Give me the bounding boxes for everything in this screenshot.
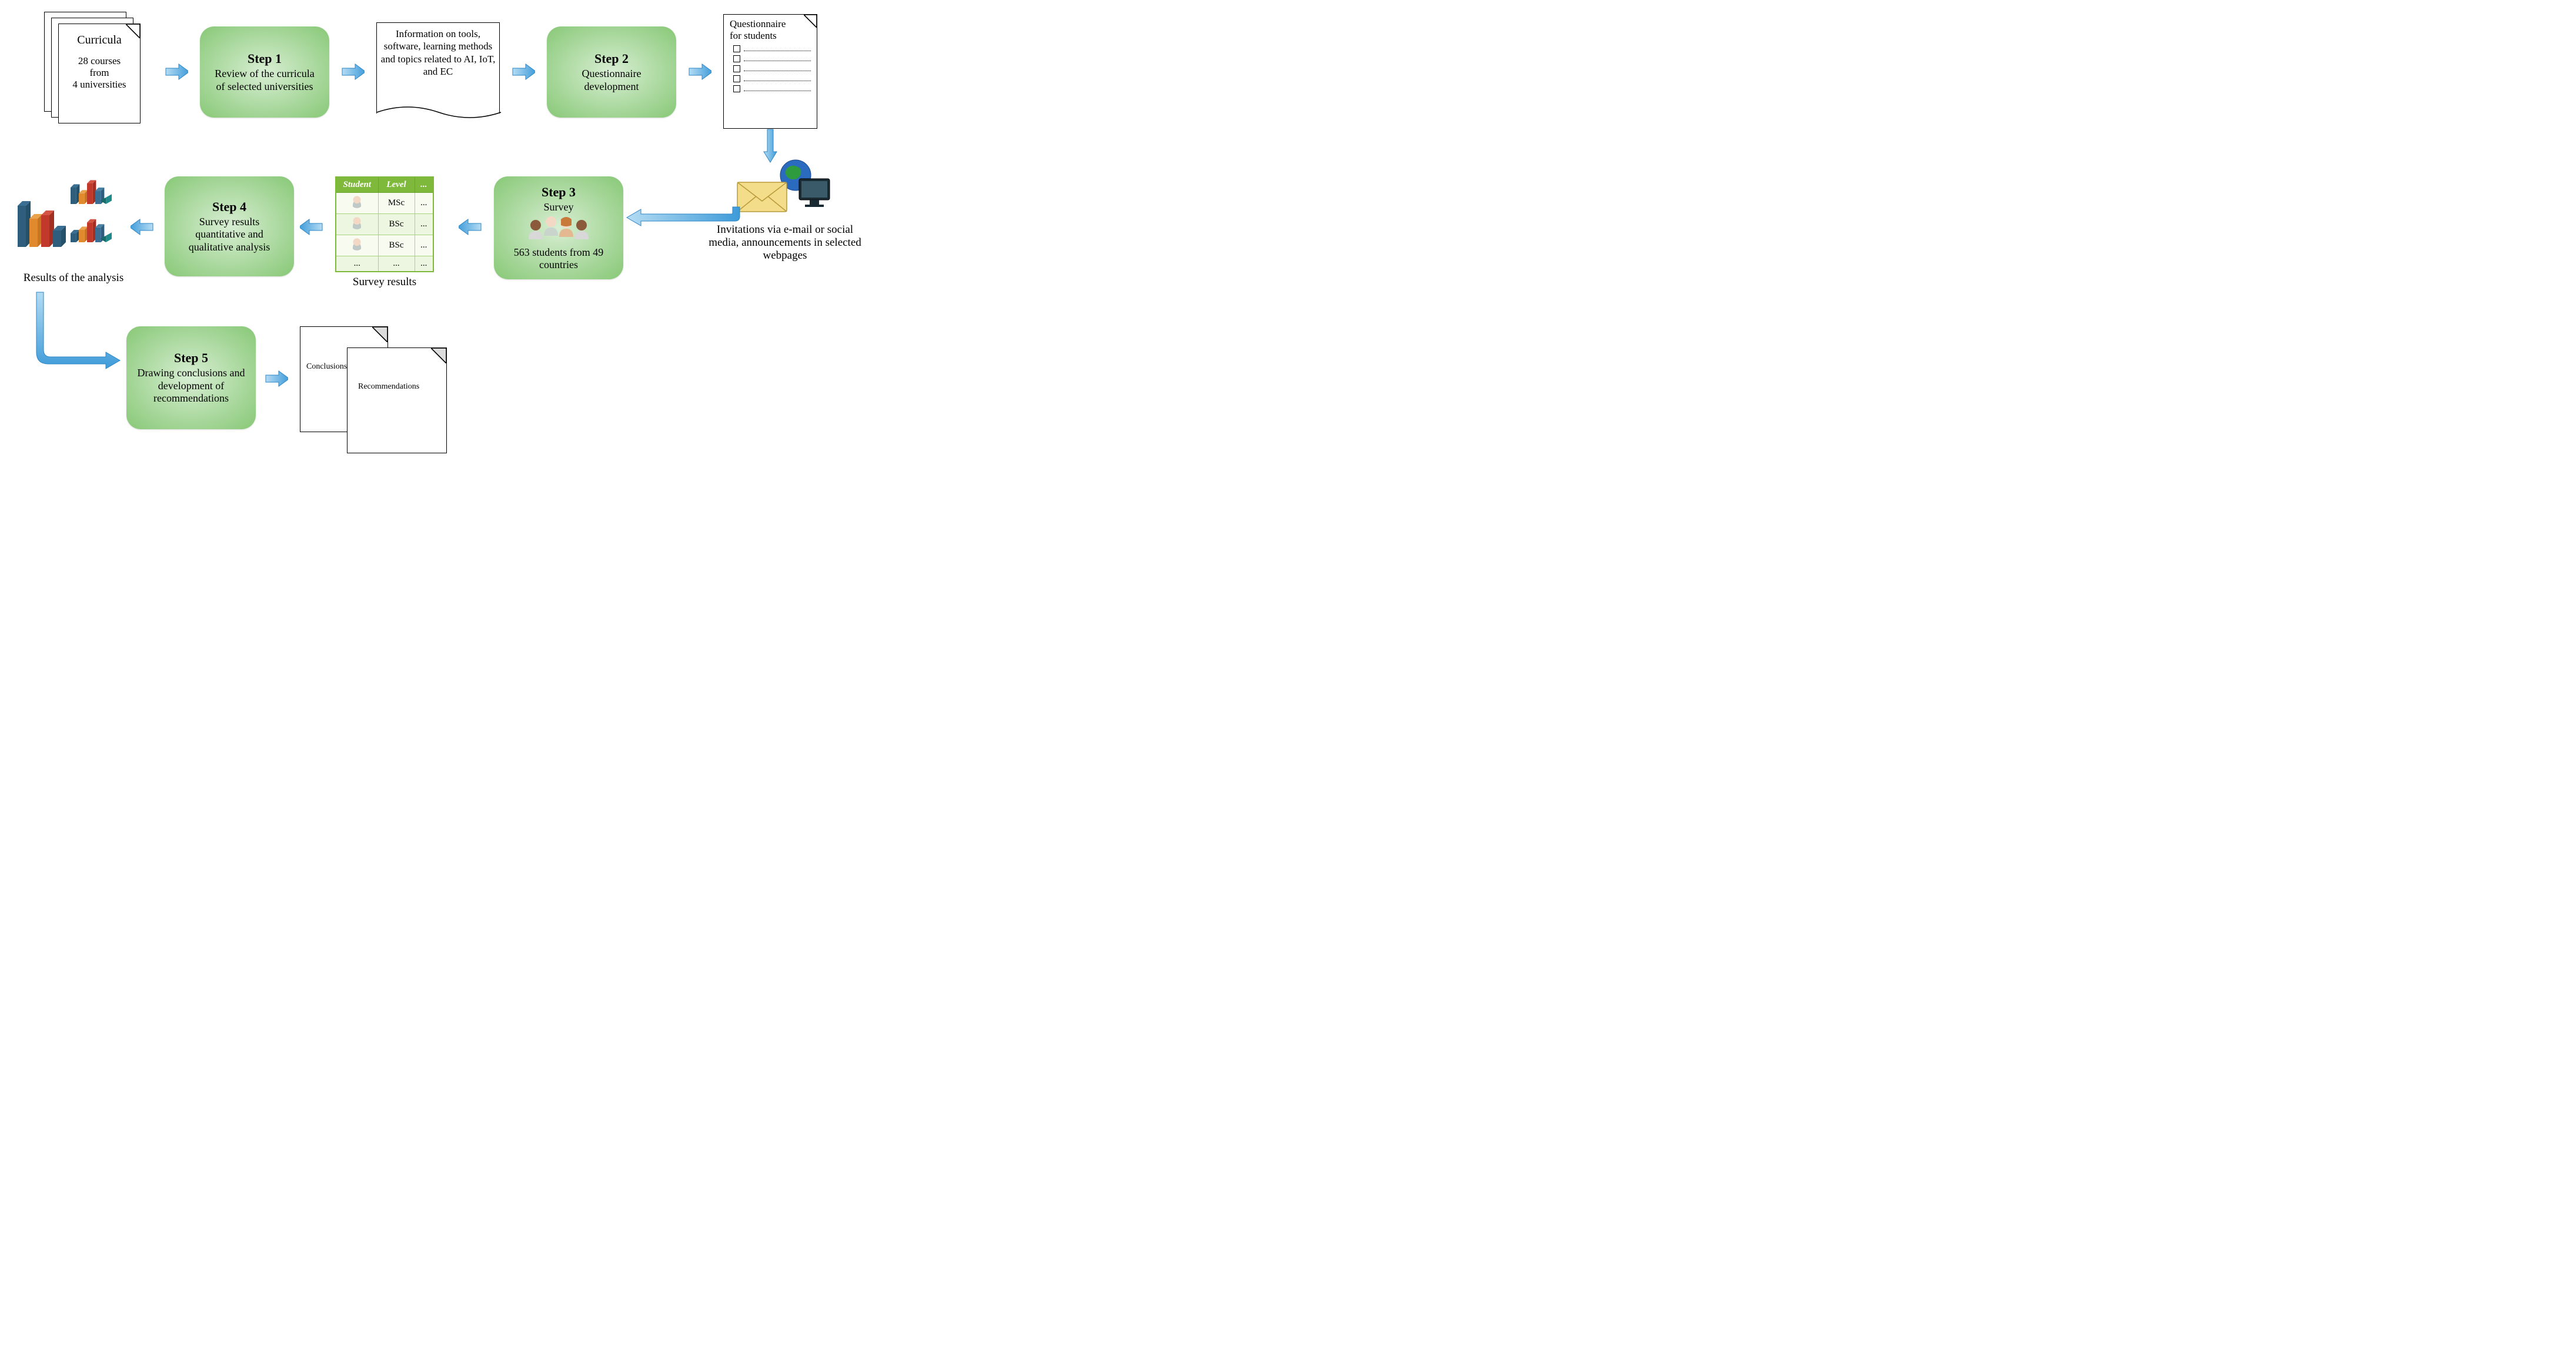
arrow-l-down-icon bbox=[35, 291, 123, 373]
recommendations-label: Recommendations bbox=[358, 382, 446, 392]
th-level: Level bbox=[378, 177, 415, 193]
avatar-icon bbox=[350, 238, 363, 250]
table-row: ......... bbox=[336, 256, 433, 272]
invite-graphic bbox=[735, 159, 841, 223]
arrow-right-icon bbox=[265, 370, 288, 387]
step2-title: Step 2 bbox=[594, 51, 629, 66]
arrow-right-icon bbox=[688, 63, 711, 80]
info-doc: Information on tools, software, learning… bbox=[376, 22, 500, 113]
step4-box: Step 4 Survey results quantitative and q… bbox=[165, 176, 294, 276]
analysis-chart-icon bbox=[12, 176, 135, 270]
arrow-right-icon bbox=[341, 63, 365, 80]
th-etc: ... bbox=[415, 177, 433, 193]
step3-sub: 563 students from 49 countries bbox=[504, 246, 613, 271]
survey-results-table: Student Level ... MSc... BSc... BSc... .… bbox=[335, 176, 434, 272]
survey-table-caption: Survey results bbox=[335, 276, 434, 289]
arrow-left-icon bbox=[300, 219, 323, 235]
th-student: Student bbox=[336, 177, 378, 193]
envelope-icon bbox=[735, 176, 789, 214]
step2-box: Step 2 Questionnaire development bbox=[547, 26, 676, 118]
arrow-l-shape-icon bbox=[623, 206, 741, 229]
step3-box: Step 3 Survey 563 students from 49 count… bbox=[494, 176, 623, 279]
arrow-right-icon bbox=[512, 63, 535, 80]
output-docs: Conclusions Recommendations bbox=[300, 326, 465, 456]
step1-title: Step 1 bbox=[248, 51, 282, 66]
step1-desc: Review of the curricula of selected univ… bbox=[211, 68, 319, 93]
people-icon bbox=[526, 216, 591, 243]
table-row: MSc... bbox=[336, 193, 433, 214]
step1-box: Step 1 Review of the curricula of select… bbox=[200, 26, 329, 118]
step4-title: Step 4 bbox=[212, 199, 246, 215]
survey-table-wrap: Student Level ... MSc... BSc... BSc... .… bbox=[335, 176, 434, 289]
step5-title: Step 5 bbox=[174, 350, 208, 366]
arrow-left-icon bbox=[459, 219, 482, 235]
step2-desc: Questionnaire development bbox=[557, 68, 666, 93]
table-row: BSc... bbox=[336, 235, 433, 256]
step5-box: Step 5 Drawing conclusions and developme… bbox=[126, 326, 256, 429]
step3-title: Step 3 bbox=[542, 185, 576, 200]
questionnaire-title: Questionnairefor students bbox=[730, 18, 811, 42]
arrow-right-icon bbox=[165, 63, 188, 80]
curricula-docs: Curricula 28 courses from 4 universities bbox=[44, 12, 144, 123]
curricula-l3: from bbox=[59, 67, 140, 79]
avatar-icon bbox=[350, 216, 363, 229]
info-doc-text: Information on tools, software, learning… bbox=[381, 28, 496, 77]
step3-desc: Survey bbox=[544, 201, 574, 214]
questionnaire-doc: Questionnairefor students bbox=[723, 14, 817, 129]
step4-desc: Survey results quantitative and qualitat… bbox=[175, 216, 283, 254]
analysis-caption: Results of the analysis bbox=[6, 272, 141, 285]
table-row: BSc... bbox=[336, 214, 433, 235]
avatar-icon bbox=[350, 195, 363, 208]
curricula-l4: 4 universities bbox=[59, 79, 140, 91]
monitor-icon bbox=[797, 176, 832, 208]
arrow-down-icon bbox=[763, 128, 778, 163]
curricula-l2: 28 courses bbox=[59, 55, 140, 67]
step5-desc: Drawing conclusions and development of r… bbox=[137, 367, 245, 405]
